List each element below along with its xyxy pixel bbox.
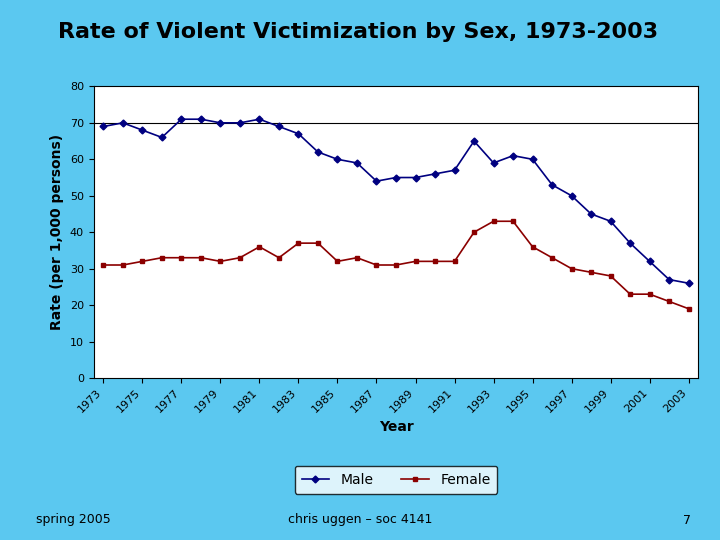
Male	[255, 116, 264, 123]
Male	[158, 134, 166, 140]
Line: Female: Female	[101, 219, 691, 311]
Male	[567, 192, 576, 199]
Male	[353, 160, 361, 166]
Female	[392, 262, 400, 268]
Male	[235, 120, 244, 126]
Female	[665, 298, 673, 305]
Male	[333, 156, 342, 163]
Line: Male: Male	[101, 117, 691, 286]
Female	[411, 258, 420, 265]
Male	[392, 174, 400, 181]
Male	[548, 181, 557, 188]
Female	[684, 306, 693, 312]
Female	[255, 244, 264, 250]
Female	[606, 273, 615, 279]
Female	[314, 240, 323, 246]
Y-axis label: Rate (per 1,000 persons): Rate (per 1,000 persons)	[50, 134, 64, 330]
Male	[606, 218, 615, 225]
Female	[587, 269, 595, 275]
Male	[665, 276, 673, 283]
Male	[138, 127, 147, 133]
Male	[177, 116, 186, 123]
Female	[138, 258, 147, 265]
Male	[99, 123, 108, 130]
Text: spring 2005: spring 2005	[36, 514, 111, 526]
Male	[411, 174, 420, 181]
Male	[197, 116, 205, 123]
Female	[158, 254, 166, 261]
Female	[548, 254, 557, 261]
Female	[372, 262, 381, 268]
Male	[274, 123, 283, 130]
Female	[235, 254, 244, 261]
Female	[431, 258, 439, 265]
Male	[684, 280, 693, 286]
Male	[645, 258, 654, 265]
Male	[314, 148, 323, 156]
Male	[587, 211, 595, 217]
Male	[489, 160, 498, 166]
Female	[216, 258, 225, 265]
Female	[99, 262, 108, 268]
Text: Rate of Violent Victimization by Sex, 1973-2003: Rate of Violent Victimization by Sex, 19…	[58, 22, 658, 42]
X-axis label: Year: Year	[379, 421, 413, 434]
Male	[528, 156, 537, 163]
Female	[509, 218, 518, 225]
Male	[469, 138, 478, 144]
Male	[509, 152, 518, 159]
Legend: Male, Female: Male, Female	[294, 465, 498, 494]
Female	[450, 258, 459, 265]
Male	[294, 131, 303, 137]
Female	[119, 262, 127, 268]
Text: 7: 7	[683, 514, 691, 526]
Female	[333, 258, 342, 265]
Female	[274, 254, 283, 261]
Female	[353, 254, 361, 261]
Female	[469, 229, 478, 235]
Female	[489, 218, 498, 225]
Male	[450, 167, 459, 173]
Male	[626, 240, 634, 246]
Female	[626, 291, 634, 298]
Female	[197, 254, 205, 261]
Female	[528, 244, 537, 250]
Female	[567, 266, 576, 272]
Female	[645, 291, 654, 298]
Male	[372, 178, 381, 185]
Male	[119, 120, 127, 126]
Male	[431, 171, 439, 177]
Male	[216, 120, 225, 126]
Text: chris uggen – soc 4141: chris uggen – soc 4141	[288, 514, 432, 526]
Female	[177, 254, 186, 261]
Female	[294, 240, 303, 246]
